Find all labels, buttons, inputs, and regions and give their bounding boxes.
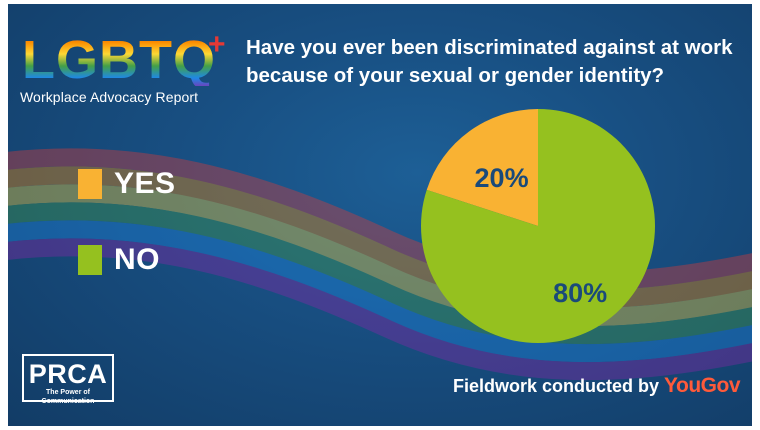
legend-label-yes: YES <box>114 167 176 200</box>
pie-chart: 20% 80% <box>421 109 655 343</box>
infographic-card: LGBTQ + Workplace Advocacy Report Have y… <box>8 4 752 426</box>
lgbtq-logo: LGBTQ + <box>22 28 226 86</box>
pie-slice-yes <box>426 109 538 226</box>
pie-label-yes: 20% <box>475 163 529 193</box>
legend-swatch-yes <box>78 169 102 199</box>
legend-label-no: NO <box>114 243 160 276</box>
pie-label-no: 80% <box>553 278 607 308</box>
chart-title: Have you ever been discriminated against… <box>246 36 733 87</box>
fieldwork-prefix: Fieldwork conducted by <box>453 376 660 396</box>
legend-item-no: NO <box>78 240 176 280</box>
prca-tagline: The Power of Communication <box>41 389 95 405</box>
chart-legend: YES NO <box>78 164 176 316</box>
pie-slice-no <box>421 109 655 343</box>
svg-text:+: + <box>208 28 226 61</box>
prca-logo: PRCA The Power of Communication <box>22 354 114 405</box>
report-subtitle: Workplace Advocacy Report <box>20 89 199 105</box>
legend-item-yes: YES <box>78 164 176 204</box>
svg-text:LGBTQ: LGBTQ <box>22 30 216 86</box>
prca-name: PRCA <box>28 359 108 389</box>
legend-swatch-no <box>78 245 102 275</box>
fieldwork-credit: Fieldwork conducted by YouGov <box>453 374 740 398</box>
yougov-logo: YouGov <box>664 374 740 397</box>
